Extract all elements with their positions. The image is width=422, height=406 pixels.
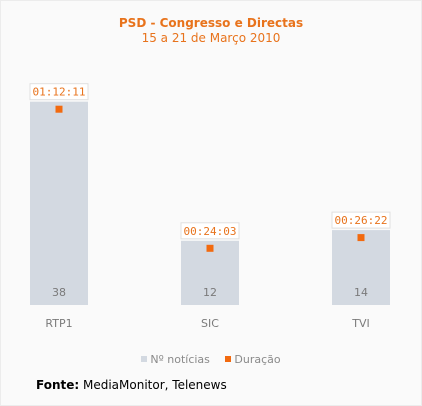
bar-value-label-sic: 12 [203,286,217,299]
bar-tvi [332,230,390,305]
legend-swatch-noticias [141,356,148,362]
bar-value-label-tvi: 14 [354,286,368,299]
duration-marker-sic [206,244,214,252]
legend-label-noticias: Nº notícias [150,352,210,366]
legend-label-duracao: Duração [234,352,281,366]
chart-title: PSD - Congresso e Directas [118,16,304,30]
bar-rtp1 [30,101,88,305]
x-tick-label-tvi: TVI [351,317,370,330]
x-tick-label-sic: SIC [201,317,219,330]
duration-label-box-rtp1 [29,83,89,101]
bar-value-label-rtp1: 38 [52,286,66,299]
source-note: Fonte: MediaMonitor, Telenews [36,378,227,392]
chart-legend: Nº notícias Duração [0,352,422,366]
source-label: Fonte: [36,378,80,392]
legend-swatch-duracao [225,356,232,362]
duration-label-rtp1: 01:12:11 [33,86,86,99]
source-text: MediaMonitor, Telenews [79,378,227,392]
chart-subtitle: 15 a 21 de Março 2010 [141,31,281,45]
legend-item-duracao: Duração [225,352,281,366]
duration-label-box-sic [180,222,240,240]
duration-marker-rtp1 [55,105,63,113]
duration-label-tvi: 00:26:22 [335,214,388,227]
duration-label-sic: 00:24:03 [184,225,237,238]
duration-marker-tvi [357,234,365,242]
x-tick-label-rtp1: RTP1 [45,317,72,330]
duration-label-box-tvi [331,211,391,229]
legend-item-noticias: Nº notícias [141,353,210,366]
